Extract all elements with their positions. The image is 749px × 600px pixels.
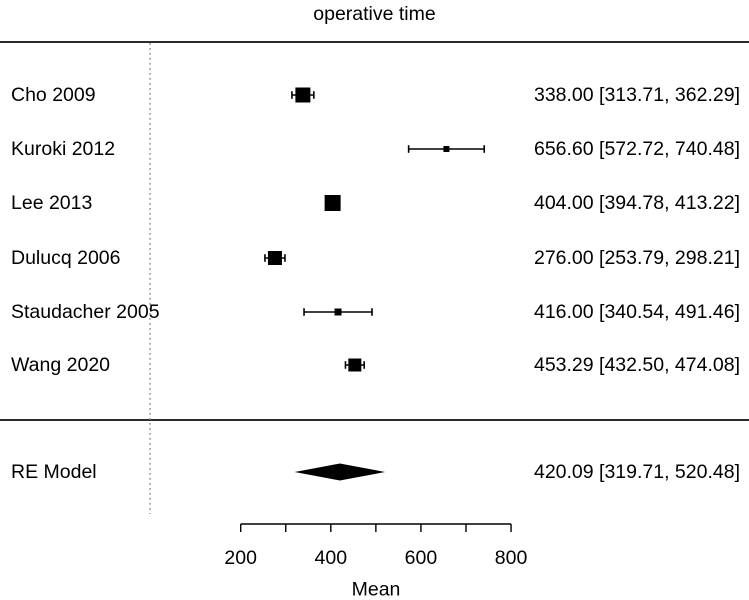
study-estimate: 656.60 [572.72, 740.48] xyxy=(533,138,740,160)
study-estimate: 276.00 [253.79, 298.21] xyxy=(533,247,740,269)
summary-separator-rule xyxy=(0,419,749,421)
x-axis-title: Mean xyxy=(351,578,401,600)
study-label: Dulucq 2006 xyxy=(11,247,121,269)
study-estimate: 416.00 [340.54, 491.46] xyxy=(533,301,740,323)
study-point-square xyxy=(348,358,362,372)
study-point-square xyxy=(443,146,450,152)
x-tick-label: 200 xyxy=(224,547,257,569)
x-tick-label: 600 xyxy=(405,547,438,569)
summary-label: RE Model xyxy=(11,461,97,483)
x-tick-label: 800 xyxy=(495,547,528,569)
study-label: Staudacher 2005 xyxy=(11,301,160,323)
top-rule xyxy=(0,41,749,43)
study-estimate: 338.00 [313.71, 362.29] xyxy=(533,84,740,106)
study-label: Wang 2020 xyxy=(11,354,111,376)
study-label: Lee 2013 xyxy=(11,192,93,214)
study-point-square xyxy=(334,308,342,316)
study-point-square xyxy=(267,251,282,265)
plot-title: operative time xyxy=(313,3,436,25)
study-label: Cho 2009 xyxy=(11,84,96,106)
study-point-square xyxy=(295,87,311,103)
summary-estimate: 420.09 [319.71, 520.48] xyxy=(533,461,740,483)
study-point-square xyxy=(324,195,341,211)
x-tick-label: 400 xyxy=(315,547,348,569)
study-estimate: 453.29 [432.50, 474.08] xyxy=(533,354,740,376)
summary-diamond xyxy=(294,463,386,481)
study-label: Kuroki 2012 xyxy=(11,138,116,160)
study-estimate: 404.00 [394.78, 413.22] xyxy=(533,192,740,214)
